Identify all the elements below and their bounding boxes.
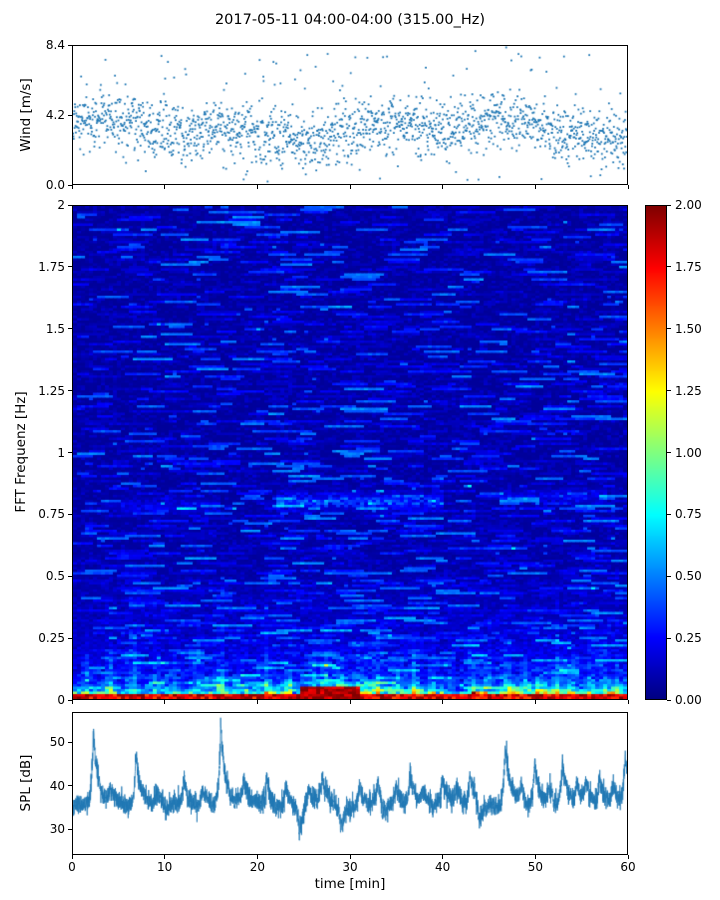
spl-y-tickmark (68, 785, 72, 787)
wind-y-ticklabel: 0.0 (45, 178, 65, 192)
colorbar-tickmark (667, 266, 671, 268)
colorbar-ticklabel: 2.00 (675, 198, 702, 212)
colorbar-ticklabel: 0.25 (675, 631, 702, 646)
spectrogram-panel (72, 205, 628, 700)
spec-y-ticklabel: 0 (57, 693, 65, 707)
spec-y-ticklabel: 1.5 (45, 321, 65, 336)
spec-y-ticklabel: 0.25 (38, 631, 65, 646)
wind-x-tickmark (534, 185, 536, 189)
spec-y-tickmark (68, 266, 72, 268)
x-ticklabel: 50 (527, 860, 543, 874)
x-ticklabel: 40 (435, 860, 451, 874)
spec-x-tickmark (349, 700, 351, 704)
spl-line-canvas (73, 713, 627, 854)
colorbar-ticklabel: 1.50 (675, 321, 702, 336)
spl-y-tickmark (68, 828, 72, 830)
wind-x-tickmark (71, 185, 73, 189)
spec-y-tickmark (68, 575, 72, 577)
spec-y-ticklabel: 1 (57, 445, 65, 460)
spec-x-tickmark (442, 700, 444, 704)
spec-x-tickmark (71, 700, 73, 704)
wind-y-tickmark (68, 184, 72, 186)
colorbar-tickmark (667, 637, 671, 639)
wind-y-ticklabel: 4.2 (45, 108, 65, 122)
colorbar-canvas (646, 206, 666, 699)
spl-x-tickmark (256, 855, 258, 859)
colorbar-ticklabel: 0.00 (675, 693, 702, 707)
wind-x-tickmark (442, 185, 444, 189)
x-axis-label: time [min] (314, 876, 386, 892)
spl-x-tickmark (442, 855, 444, 859)
colorbar-ticklabel: 1.00 (675, 445, 702, 460)
wind-x-tickmark (349, 185, 351, 189)
colorbar-ticklabel: 1.75 (675, 259, 702, 274)
wind-y-tickmark (68, 44, 72, 46)
spec-y-tickmark (68, 637, 72, 639)
colorbar (645, 205, 667, 700)
chart-title: 2017-05-11 04:00-04:00 (315.00_Hz) (214, 12, 486, 28)
spl-y-ticklabel: 30 (49, 822, 65, 836)
x-ticklabel: 30 (342, 860, 358, 874)
x-ticklabel: 0 (68, 860, 76, 874)
colorbar-tickmark (667, 390, 671, 392)
spec-y-tickmark (68, 204, 72, 206)
x-ticklabel: 20 (249, 860, 265, 874)
spec-y-ticklabel: 1.75 (38, 259, 65, 274)
spl-y-ticklabel: 40 (49, 778, 65, 793)
wind-y-tickmark (68, 114, 72, 116)
spl-x-tickmark (349, 855, 351, 859)
spec-y-tickmark (68, 390, 72, 392)
wind-x-tickmark (164, 185, 166, 189)
x-ticklabel: 10 (157, 860, 173, 874)
wind-x-tickmark (256, 185, 258, 189)
spl-x-tickmark (164, 855, 166, 859)
spl-y-axis-label: SPL [dB] (18, 754, 34, 812)
colorbar-ticklabel: 0.50 (675, 569, 702, 584)
spl-x-tickmark (534, 855, 536, 859)
spl-x-tickmark (71, 855, 73, 859)
colorbar-tickmark (667, 699, 671, 701)
spec-y-axis-label: FFT Frequenz [Hz] (13, 391, 29, 513)
spl-panel (72, 712, 628, 855)
spl-y-tickmark (68, 741, 72, 743)
spec-y-ticklabel: 0.5 (45, 569, 65, 584)
colorbar-tickmark (667, 204, 671, 206)
spl-x-tickmark (627, 855, 629, 859)
spec-y-tickmark (68, 513, 72, 515)
x-ticklabel: 60 (620, 860, 636, 874)
wind-scatter-canvas (73, 46, 627, 184)
spec-x-tickmark (256, 700, 258, 704)
spl-y-ticklabel: 50 (49, 735, 65, 750)
wind-y-axis-label: Wind [m/s] (18, 78, 34, 152)
wind-panel (72, 45, 628, 185)
colorbar-tickmark (667, 328, 671, 330)
spec-x-tickmark (534, 700, 536, 704)
spec-y-tickmark (68, 452, 72, 453)
spec-y-ticklabel: 0.75 (38, 507, 65, 522)
wind-y-ticklabel: 8.4 (45, 38, 65, 52)
spectrogram-canvas (73, 206, 627, 699)
spec-x-tickmark (627, 700, 629, 704)
spec-x-tickmark (164, 700, 166, 704)
spec-y-tickmark (68, 699, 72, 701)
colorbar-tickmark (667, 575, 671, 577)
colorbar-tickmark (667, 452, 671, 453)
colorbar-ticklabel: 1.25 (675, 383, 702, 398)
spec-y-ticklabel: 1.25 (38, 383, 65, 398)
spec-y-tickmark (68, 328, 72, 330)
wind-x-tickmark (627, 185, 629, 189)
colorbar-tickmark (667, 513, 671, 515)
colorbar-ticklabel: 0.75 (675, 507, 702, 522)
spec-y-ticklabel: 2 (57, 198, 65, 212)
